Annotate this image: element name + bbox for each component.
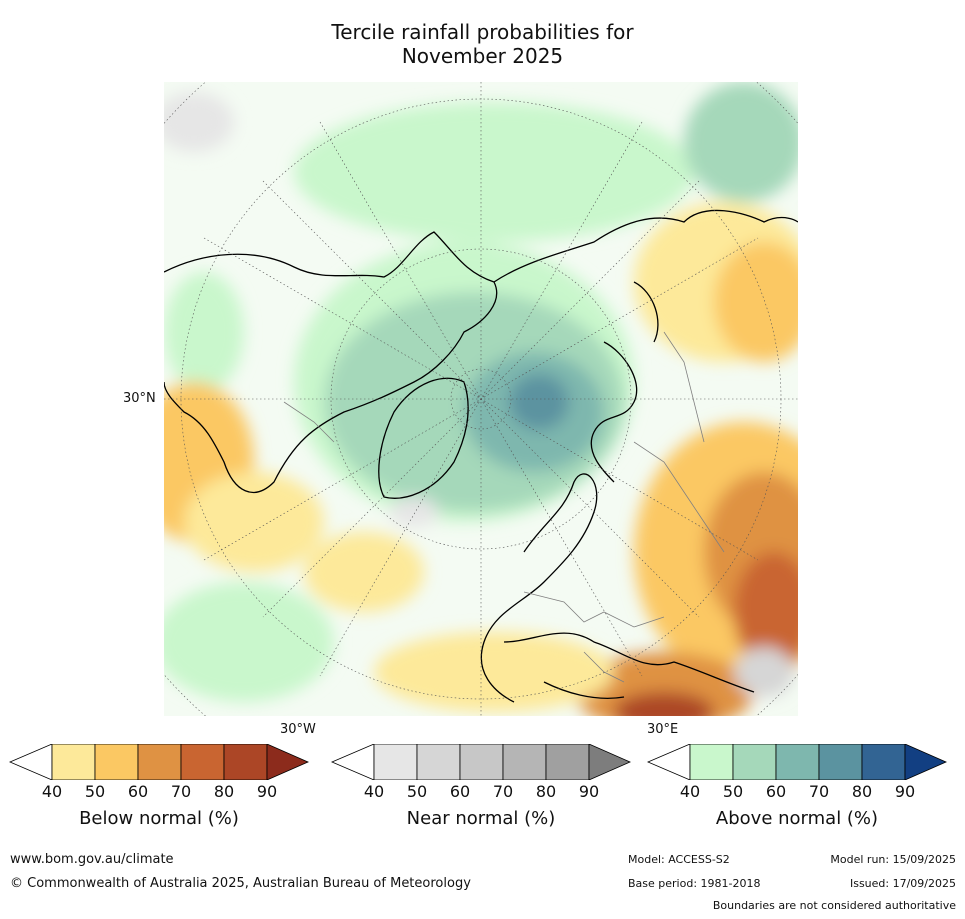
colorbar-over-triangle <box>588 744 631 780</box>
legend-tick: 70 <box>492 782 514 801</box>
colorbar-segment <box>775 744 820 780</box>
colorbar-segment <box>502 744 547 780</box>
legend-tick: 60 <box>765 782 787 801</box>
colorbar-under-triangle <box>9 744 53 780</box>
longitude-label-30e: 30°E <box>647 722 679 737</box>
latitude-label-30n: 30°N <box>123 391 156 406</box>
legend-tick: 90 <box>578 782 600 801</box>
colorbar-segment <box>51 744 96 780</box>
footer-issued: Issued: 17/09/2025 <box>849 877 956 890</box>
colorbar-above-normal <box>647 744 947 780</box>
longitude-label-30w: 30°W <box>280 722 316 737</box>
legend-tick: 60 <box>449 782 471 801</box>
colorbar-segment <box>94 744 139 780</box>
colorbar-near-normal <box>331 744 631 780</box>
legend-tick: 90 <box>256 782 278 801</box>
colorbar-over-triangle <box>266 744 309 780</box>
legend-tick: 80 <box>535 782 557 801</box>
legend-tick: 40 <box>363 782 385 801</box>
colorbar-segment <box>545 744 590 780</box>
legend-tick: 90 <box>894 782 916 801</box>
legend-near-normal: 40 50 60 70 80 90 Near normal (%) <box>331 744 631 844</box>
colorbar-under-triangle <box>331 744 375 780</box>
graticule <box>164 82 798 716</box>
legend-tick: 80 <box>851 782 873 801</box>
legend-below-normal: 40 50 60 70 80 90 Below normal (%) <box>9 744 309 844</box>
colorbar-segment <box>137 744 182 780</box>
polar-map <box>164 82 798 716</box>
country-borders <box>283 331 725 683</box>
legend-tick: 70 <box>170 782 192 801</box>
legend-tick: 60 <box>127 782 149 801</box>
colorbar-under-triangle <box>647 744 691 780</box>
legend-tick: 50 <box>406 782 428 801</box>
legend-tick: 50 <box>84 782 106 801</box>
legend-title-above-normal: Above normal (%) <box>715 808 879 829</box>
legend-tick: 70 <box>808 782 830 801</box>
legend-tick: 80 <box>213 782 235 801</box>
colorbar-segment <box>180 744 225 780</box>
colorbar-segment <box>732 744 777 780</box>
map-title-line1: Tercile rainfall probabilities for <box>331 20 634 44</box>
colorbar-over-triangle <box>904 744 947 780</box>
colorbar-segment <box>373 744 418 780</box>
legend-tick: 50 <box>722 782 744 801</box>
colorbar-segment <box>416 744 461 780</box>
colorbar-segment <box>459 744 504 780</box>
colorbar-segment <box>689 744 734 780</box>
map-title-line2: November 2025 <box>401 44 564 68</box>
polar-map-svg <box>164 82 798 716</box>
legend-tick: 40 <box>679 782 701 801</box>
footer-model: Model: ACCESS-S2 <box>628 853 730 866</box>
footer-website: www.bom.gov.au/climate <box>10 852 174 867</box>
footer-base-period: Base period: 1981-2018 <box>628 877 761 890</box>
footer-model-run: Model run: 15/09/2025 <box>830 853 956 866</box>
legend-above-normal: 40 50 60 70 80 90 Above normal (%) <box>647 744 947 844</box>
probability-shading <box>164 82 798 716</box>
colorbar-segment <box>223 744 268 780</box>
colorbar-segment <box>861 744 906 780</box>
legend-title-near-normal: Near normal (%) <box>406 808 556 829</box>
map-title: Tercile rainfall probabilities for Novem… <box>0 20 965 68</box>
colorbar-segment <box>818 744 863 780</box>
coastlines <box>164 209 798 703</box>
legend-title-below-normal: Below normal (%) <box>79 808 239 829</box>
footer-copyright: © Commonwealth of Australia 2025, Austra… <box>10 876 471 891</box>
colorbar-below-normal <box>9 744 309 780</box>
legend-tick: 40 <box>41 782 63 801</box>
footer-disclaimer: Boundaries are not considered authoritat… <box>712 899 956 912</box>
